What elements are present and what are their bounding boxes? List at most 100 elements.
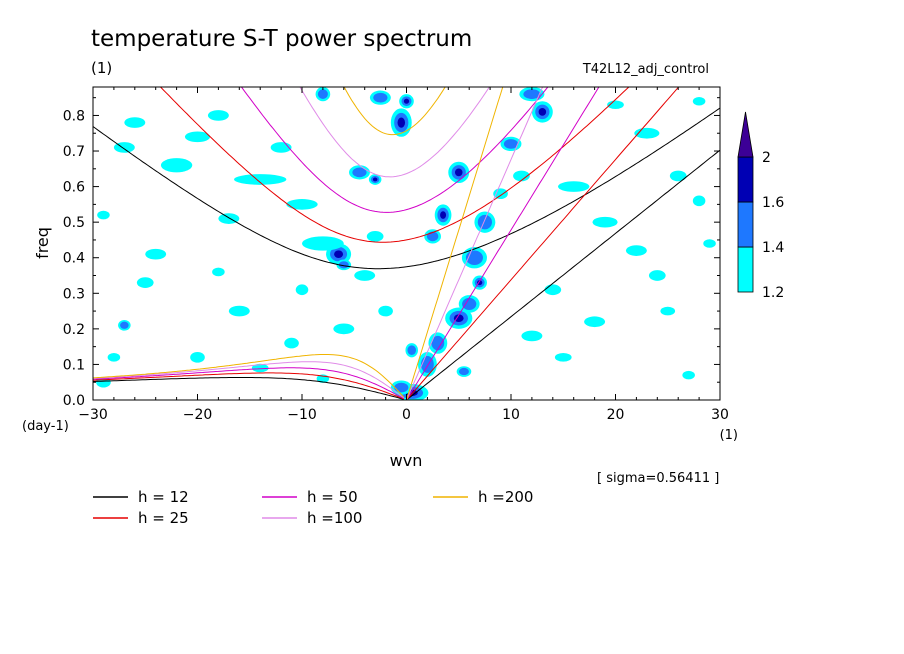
power-blob-level (523, 89, 541, 99)
dispersion-curves (93, 87, 720, 400)
dispersion-curve-kelvin (406, 149, 720, 400)
x-tick-label: 30 (711, 407, 729, 423)
power-blob-level (120, 321, 129, 329)
power-blob-level (136, 277, 154, 288)
power-blob (145, 248, 167, 260)
power-blob (648, 270, 666, 281)
power-blob-level (692, 195, 706, 207)
power-blob-level (682, 370, 695, 380)
power-blob (607, 100, 624, 110)
dispersion-curve-rossby (93, 372, 405, 400)
power-blob-level (338, 261, 349, 269)
power-blob (336, 259, 352, 271)
power-blob-level (503, 139, 519, 149)
power-blob (366, 231, 384, 242)
power-blob (424, 229, 441, 244)
power-blob-level (493, 188, 508, 200)
power-blob (521, 330, 543, 342)
y-tick-label: 0.2 (63, 322, 85, 338)
power-blob (251, 363, 269, 373)
power-blob-level (431, 335, 445, 351)
y-axis-unit: (day-1) (22, 419, 69, 434)
power-blob-level (544, 284, 562, 296)
dispersion-curve-ig (159, 87, 630, 243)
power-blob (315, 87, 331, 102)
axis-ticks: −30 −20 −10 0 10 20 30 0.0 0.1 0.2 0.3 0.4 0.5 0.6 0.7… (63, 87, 729, 423)
power-blob-level (538, 108, 547, 116)
power-blob-level (373, 92, 388, 103)
power-blob-level (190, 351, 205, 363)
power-blob-level (302, 236, 344, 251)
power-blob-level (459, 367, 469, 376)
y-tick-label: 0.4 (63, 251, 85, 267)
chart-title: temperature S-T power spectrum (91, 26, 472, 52)
power-blob-level (184, 131, 211, 143)
power-blob-level (592, 216, 618, 228)
colorbar-label: 2 (762, 150, 771, 166)
power-blob (669, 170, 687, 182)
legend-label: h = 25 (138, 509, 189, 527)
power-blob-level (454, 168, 463, 177)
colorbar-label: 1.6 (762, 195, 784, 211)
dispersion-curve-rossby (93, 377, 405, 400)
power-blob (212, 267, 225, 277)
colorbar-extend (737, 111, 754, 158)
power-blob-level (286, 199, 318, 210)
power-blob (286, 199, 318, 210)
power-blob-level (669, 170, 687, 182)
power-blob (625, 245, 647, 256)
dispersion-curve-ig (240, 87, 549, 213)
dispersion-curve-kelvin (406, 87, 544, 400)
x-tick-label: −30 (78, 407, 108, 423)
legend: h = 12 h = 25 h = 50 h =100 h =200 (93, 488, 533, 527)
power-blob-level (584, 316, 606, 328)
power-blob-level (407, 345, 416, 356)
colorbar-segment (737, 201, 754, 248)
legend-label: h =100 (307, 509, 362, 527)
power-blob (474, 211, 496, 233)
legend-label: h = 12 (138, 488, 189, 506)
run-label: T42L12_adj_control (582, 62, 709, 77)
x-axis-label: wvn (390, 451, 423, 470)
power-blob (458, 295, 480, 313)
power-blob (703, 239, 716, 248)
power-blob (207, 110, 229, 121)
power-blob-level (648, 270, 666, 281)
power-blob (184, 131, 211, 143)
dispersion-curve-ig (299, 87, 490, 178)
y-tick-label: 0.1 (63, 357, 85, 373)
x-tick-label: 0 (402, 407, 411, 423)
power-blob-level (513, 170, 530, 182)
colorbar-segment (737, 246, 754, 293)
power-blob-level (354, 270, 376, 281)
power-blob (295, 284, 309, 296)
power-blob-level (403, 98, 410, 104)
x-tick-label: −20 (183, 407, 213, 423)
power-blob-level (703, 239, 716, 248)
power-blob (124, 117, 146, 128)
power-blob (97, 210, 110, 220)
power-blob (513, 170, 530, 182)
power-blob (354, 270, 376, 281)
power-blob (399, 94, 414, 109)
power-blob-level (284, 337, 299, 349)
power-blob-level (453, 314, 464, 323)
power-blob (160, 158, 193, 173)
power-blob (405, 343, 418, 358)
x-axis-unit: (1) (720, 428, 738, 443)
power-blob-level (145, 248, 167, 260)
power-blob (660, 306, 676, 316)
power-blob (228, 305, 250, 317)
power-blob (434, 204, 452, 226)
power-blob-level (366, 231, 384, 242)
power-blob-level (251, 363, 269, 373)
power-blob-level (352, 167, 367, 178)
power-blob (378, 305, 393, 317)
power-blob (333, 323, 355, 335)
colorbar-label: 1.4 (762, 240, 784, 256)
dispersion-curve-rossby (93, 367, 405, 400)
y-tick-label: 0.7 (63, 144, 85, 160)
dispersion-curve-ig (343, 87, 446, 136)
power-blob-level (295, 284, 309, 296)
power-blob (584, 316, 606, 328)
